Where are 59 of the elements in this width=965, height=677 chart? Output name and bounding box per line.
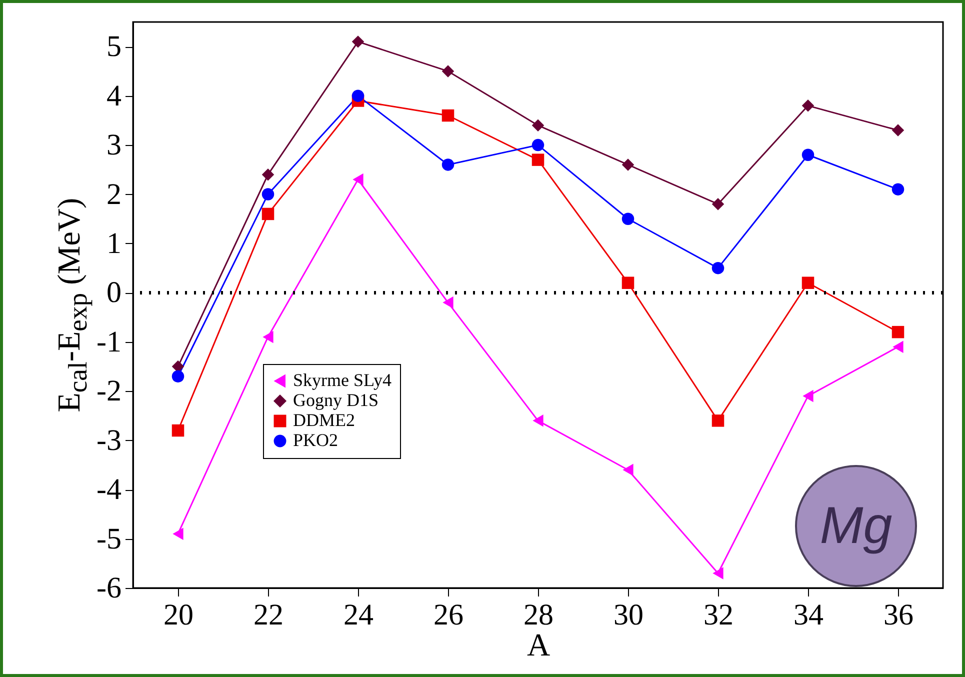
circle-badge: Mg (795, 465, 917, 587)
y-tick-label: 3 (106, 128, 122, 162)
point (892, 183, 904, 196)
y-tick-label: 5 (106, 30, 122, 64)
point (262, 188, 274, 200)
y-tick-label: -2 (96, 374, 122, 408)
point (712, 262, 724, 274)
point (532, 119, 544, 132)
point (802, 100, 814, 112)
legend-label: PKO2 (293, 430, 338, 450)
y-tick-label: -5 (96, 522, 122, 556)
legend-label: Skyrme SLy4 (293, 370, 392, 390)
y-tick-label: -1 (96, 325, 122, 358)
point (262, 208, 274, 220)
point (622, 464, 634, 476)
point (802, 276, 814, 289)
point (532, 138, 544, 152)
x-tick-label: 20 (164, 598, 194, 632)
x-tick-label: 36 (884, 598, 914, 632)
point (622, 158, 634, 171)
x-tick-label: 34 (794, 598, 824, 632)
point (172, 528, 184, 540)
point (442, 65, 454, 78)
point (802, 390, 814, 402)
point (892, 326, 904, 338)
y-tick-label: -3 (96, 424, 122, 457)
point (352, 36, 364, 48)
point (262, 330, 274, 344)
y-tick-label: 1 (106, 226, 122, 260)
point (532, 154, 544, 166)
point (442, 109, 454, 122)
point (712, 567, 724, 580)
point (352, 90, 364, 102)
point (442, 158, 454, 171)
y-tick-label: 4 (106, 79, 122, 112)
point (712, 414, 724, 427)
legend-label: Gogny D1S (293, 390, 379, 410)
point (802, 148, 814, 161)
point (892, 124, 904, 136)
point (622, 276, 634, 289)
point (532, 414, 544, 427)
y-tick-label: -6 (96, 572, 122, 604)
y-tick-label: -4 (96, 473, 122, 506)
x-tick-label: 30 (614, 598, 644, 632)
point (262, 168, 274, 181)
x-tick-label: 32 (704, 598, 734, 632)
point (172, 424, 184, 437)
y-tick-label: 2 (106, 178, 122, 211)
point (622, 212, 634, 225)
point (442, 296, 454, 309)
point (712, 198, 724, 210)
x-tick-label: 22 (254, 598, 284, 632)
legend-label: DDME2 (293, 410, 355, 430)
x-tick-label: 26 (434, 598, 464, 632)
point (892, 340, 904, 353)
x-tick-label: 24 (344, 598, 374, 632)
point (172, 370, 184, 382)
y-tick-label: 0 (106, 276, 122, 310)
point (352, 173, 364, 186)
